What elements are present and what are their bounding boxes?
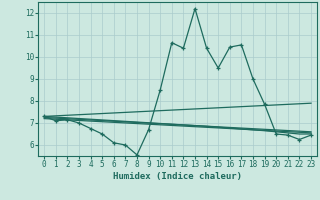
X-axis label: Humidex (Indice chaleur): Humidex (Indice chaleur) (113, 172, 242, 181)
